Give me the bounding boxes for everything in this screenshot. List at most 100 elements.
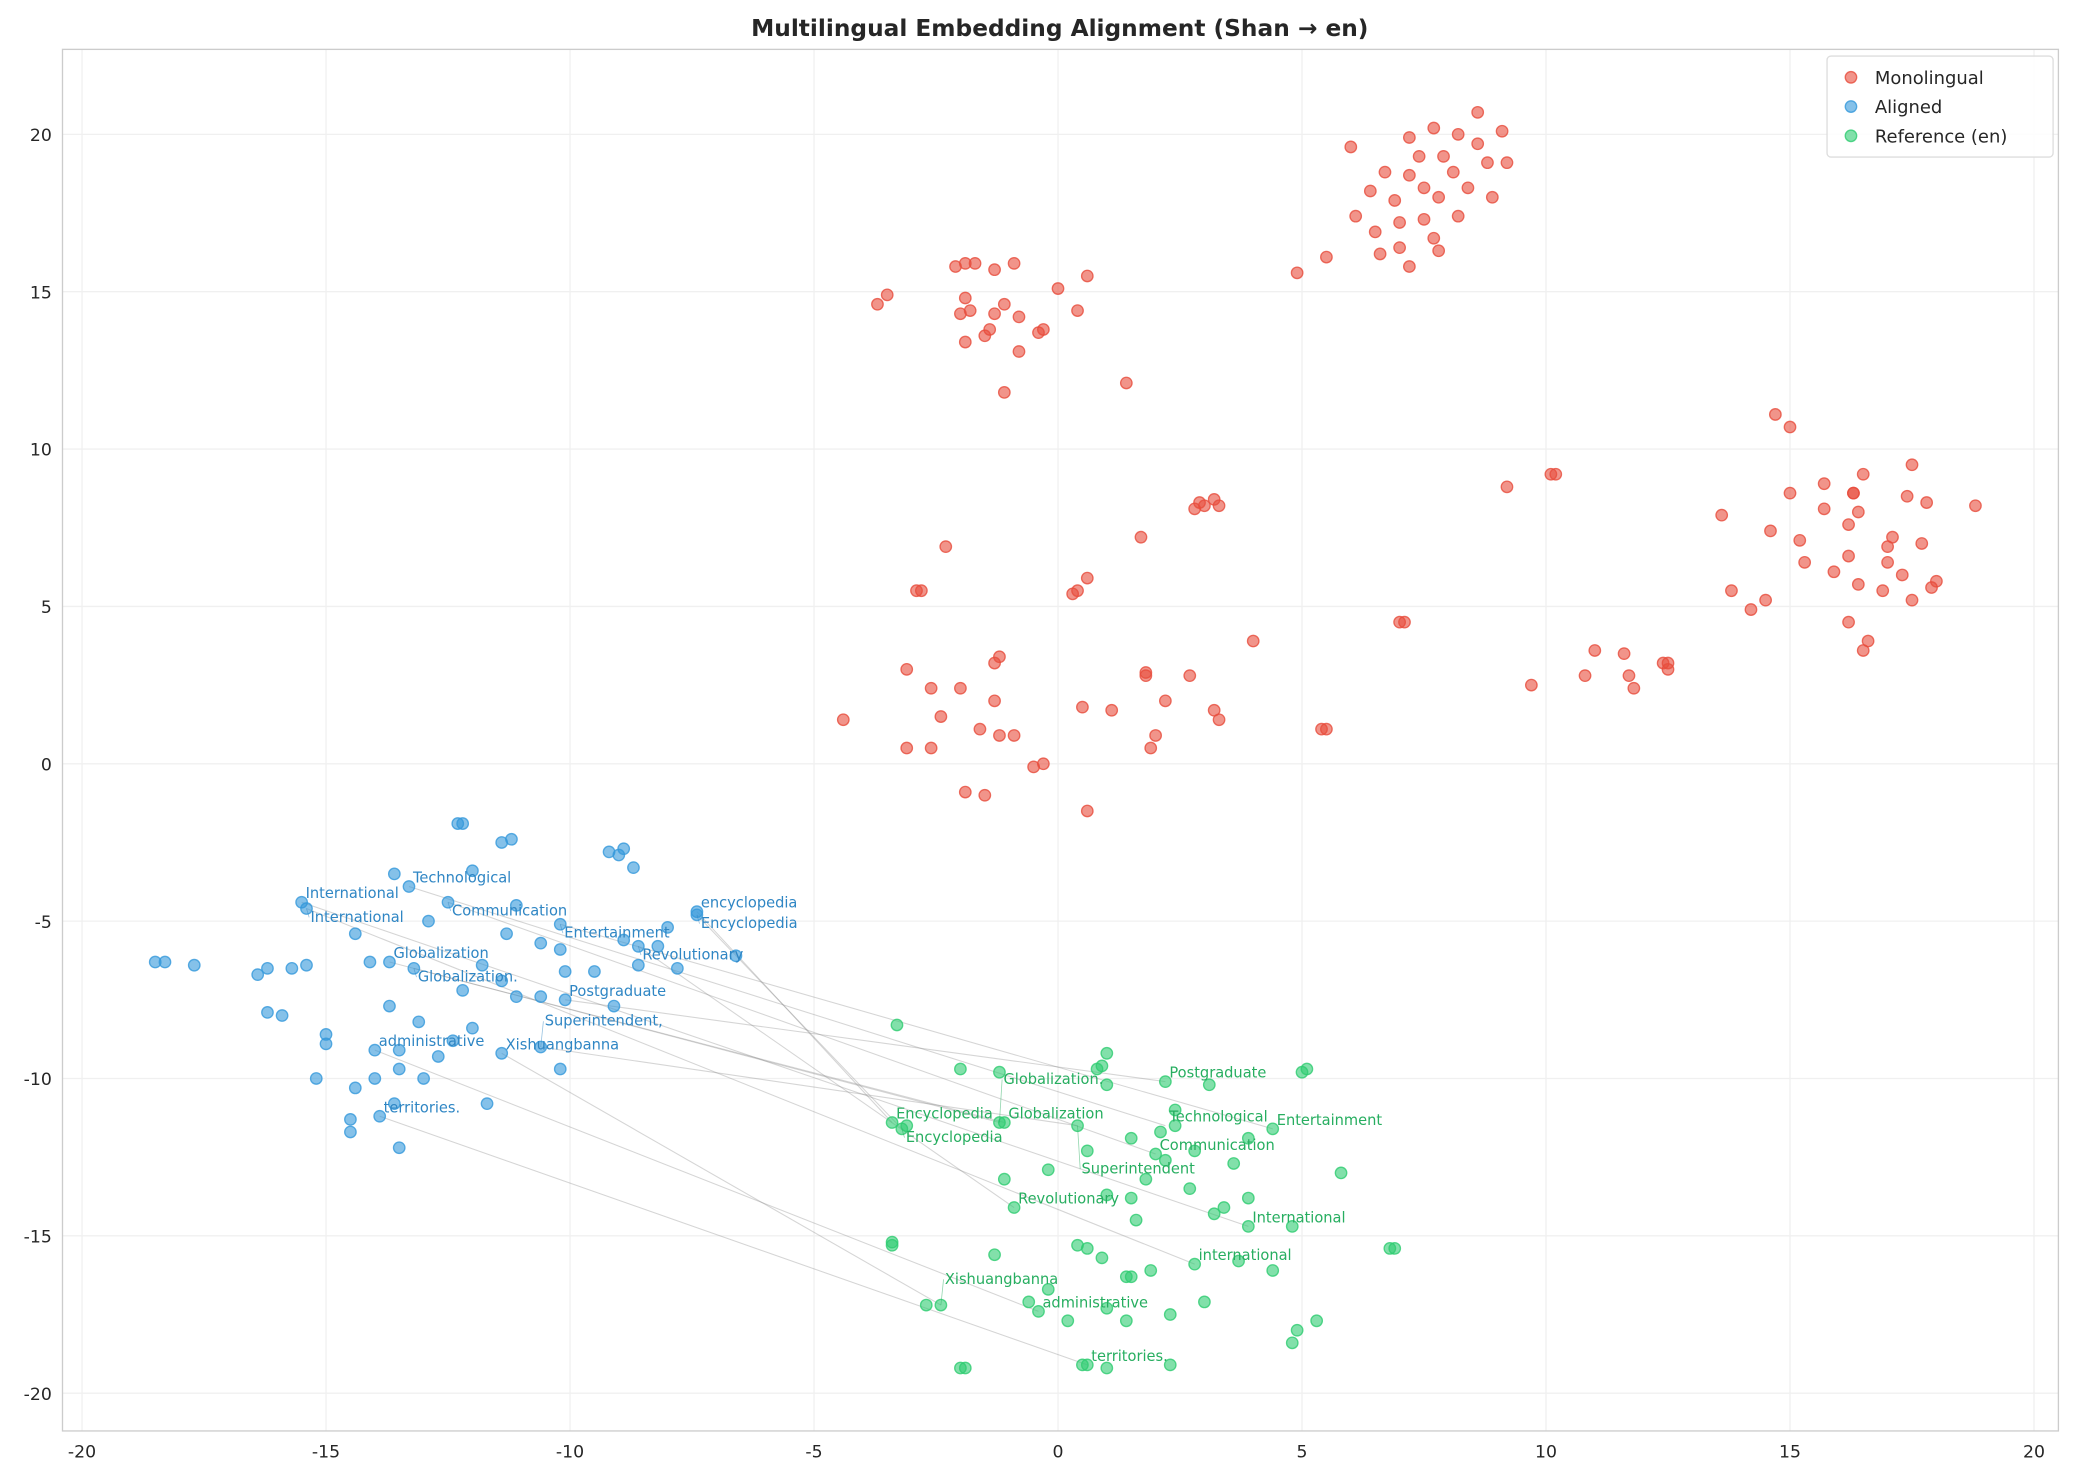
data-point bbox=[1388, 194, 1402, 207]
x-tick-label: 15 bbox=[1779, 1443, 1801, 1463]
data-point bbox=[1168, 1119, 1182, 1133]
data-point bbox=[1290, 1323, 1304, 1337]
reference-word-label: Communication bbox=[1160, 1137, 1275, 1154]
data-point bbox=[553, 943, 567, 956]
aligned-word-label: Postgraduate bbox=[569, 983, 666, 1000]
alignment-lines bbox=[301, 886, 1273, 1366]
data-point bbox=[422, 914, 435, 928]
label-leader-line bbox=[940, 1279, 944, 1306]
data-point bbox=[1481, 156, 1494, 170]
data-point bbox=[1163, 1308, 1177, 1321]
data-point bbox=[1080, 804, 1094, 818]
reference-word-label: Globalization. bbox=[1003, 1071, 1103, 1088]
data-point bbox=[1300, 1062, 1314, 1076]
data-point bbox=[446, 1034, 460, 1048]
data-point bbox=[1471, 105, 1485, 119]
data-point bbox=[1139, 666, 1153, 679]
data-point bbox=[1139, 1172, 1153, 1186]
aligned-word-label: encyclopedia bbox=[701, 895, 798, 912]
data-point bbox=[495, 974, 509, 988]
data-point bbox=[1154, 1125, 1167, 1139]
data-point bbox=[1227, 1157, 1241, 1170]
data-point bbox=[412, 1015, 426, 1029]
data-point bbox=[1451, 209, 1465, 223]
data-point bbox=[997, 297, 1011, 311]
data-point bbox=[1783, 486, 1797, 500]
data-point bbox=[900, 741, 914, 755]
aligned-word-label: Superintendent, bbox=[545, 1013, 663, 1030]
data-point bbox=[431, 1050, 445, 1063]
legend-box bbox=[1826, 55, 2054, 158]
plot-frame bbox=[61, 48, 2060, 1432]
alignment-line bbox=[301, 901, 1249, 1227]
data-point bbox=[1241, 1220, 1255, 1233]
data-point bbox=[558, 965, 572, 978]
aligned-word-label: Communication bbox=[452, 903, 567, 920]
data-point bbox=[456, 983, 470, 997]
alignment-line bbox=[638, 945, 1015, 1208]
reference-word-label: Technological bbox=[1168, 1109, 1267, 1126]
data-point bbox=[1842, 549, 1855, 563]
data-point bbox=[988, 1248, 1001, 1262]
alignment-line bbox=[565, 999, 1166, 1083]
y-tick-label: 10 bbox=[30, 441, 52, 461]
data-point bbox=[505, 832, 518, 846]
series-reference-en bbox=[885, 1018, 1402, 1375]
label-leader-line bbox=[447, 902, 452, 912]
data-point bbox=[1915, 537, 1929, 550]
data-point bbox=[475, 958, 489, 972]
y-tick-label: 5 bbox=[41, 598, 52, 618]
data-point bbox=[1105, 703, 1119, 717]
data-point bbox=[300, 958, 313, 972]
data-point bbox=[836, 713, 850, 727]
data-point bbox=[885, 1116, 899, 1129]
data-point bbox=[880, 288, 894, 302]
data-point bbox=[958, 785, 972, 799]
data-point bbox=[885, 1238, 899, 1252]
reference-word-label: international bbox=[1199, 1247, 1292, 1264]
data-point bbox=[1524, 678, 1538, 692]
x-tick-label: -15 bbox=[312, 1443, 340, 1463]
data-point bbox=[1007, 257, 1021, 270]
data-point bbox=[1071, 304, 1084, 317]
data-point bbox=[993, 729, 1006, 742]
data-point bbox=[1036, 757, 1050, 771]
data-point bbox=[1246, 634, 1260, 648]
label-leader-line bbox=[413, 968, 417, 978]
alignment-line bbox=[501, 1052, 942, 1306]
data-point bbox=[934, 710, 948, 723]
data-point bbox=[1427, 231, 1441, 245]
data-point bbox=[1876, 584, 1890, 598]
data-point bbox=[963, 304, 977, 317]
data-point bbox=[871, 297, 884, 311]
data-point bbox=[1856, 644, 1870, 657]
data-point bbox=[1188, 1144, 1202, 1158]
aligned-word-label: Technological bbox=[412, 870, 511, 887]
aligned-word-label: International bbox=[306, 885, 399, 902]
data-point bbox=[1095, 1251, 1109, 1265]
data-point bbox=[1817, 477, 1831, 491]
data-point bbox=[368, 1072, 382, 1085]
data-point bbox=[1461, 181, 1475, 195]
data-point bbox=[1124, 1270, 1138, 1284]
y-tick-label: -10 bbox=[24, 1070, 52, 1090]
legend-marker bbox=[1844, 70, 1858, 84]
data-point bbox=[344, 1125, 357, 1139]
data-point bbox=[1744, 603, 1758, 616]
data-point bbox=[1076, 700, 1089, 714]
data-point bbox=[1080, 1144, 1094, 1158]
data-point bbox=[1129, 1213, 1143, 1227]
data-point bbox=[1012, 345, 1026, 358]
aligned-word-label: Entertainment bbox=[564, 925, 670, 942]
data-point bbox=[1793, 533, 1807, 547]
data-point bbox=[1485, 190, 1499, 204]
data-point bbox=[1051, 282, 1065, 295]
data-point bbox=[661, 921, 674, 934]
data-point bbox=[187, 958, 201, 972]
data-point bbox=[1471, 137, 1485, 151]
reference-word-label: Revolutionary bbox=[1018, 1191, 1119, 1208]
data-point bbox=[1900, 489, 1914, 503]
aligned-word-label: Revolutionary bbox=[642, 947, 743, 964]
data-point bbox=[588, 965, 601, 978]
